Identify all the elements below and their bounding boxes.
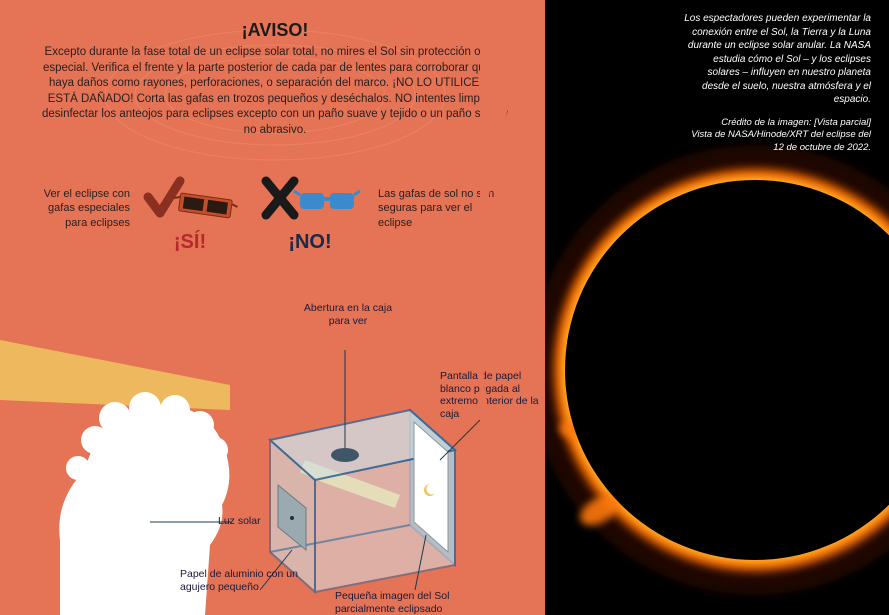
- label-aperture: Abertura en la caja para ver: [298, 302, 398, 327]
- pinhole-projector-diagram: Abertura en la caja para ver Pantalla de…: [0, 290, 545, 615]
- left-panel: ¡AVISO! Excepto durante la fase total de…: [0, 0, 545, 615]
- eclipse-glasses-caption: Ver el eclipse con gafas especiales para…: [30, 175, 130, 230]
- right-panel: Los espectadores pueden experimentar la …: [545, 0, 889, 615]
- sunglasses-icon: [260, 175, 360, 225]
- credit-line-1: Crédito de la imagen: [Vista parcial]: [681, 117, 871, 130]
- label-foil: Papel de aluminio con un agujero pequeño: [180, 568, 300, 593]
- no-label: ¡NO!: [288, 231, 331, 254]
- eclipse-glasses-yes: ¡SÍ!: [140, 175, 240, 254]
- image-credit: Crédito de la imagen: [Vista parcial] Vi…: [681, 117, 871, 155]
- label-projection: Pequeña imagen del Sol parcialmente ecli…: [335, 590, 485, 615]
- warning-block: ¡AVISO! Excepto durante la fase total de…: [40, 20, 510, 138]
- diagram-svg: [0, 290, 545, 615]
- eclipse-glasses-icon: [140, 175, 240, 225]
- projector-box: [270, 410, 455, 592]
- sunglasses-caption: Las gafas de sol no son seguras para ver…: [378, 175, 498, 230]
- glasses-comparison-row: Ver el eclipse con gafas especiales para…: [30, 175, 525, 254]
- sunglasses-no: ¡NO!: [260, 175, 360, 254]
- warning-title: ¡AVISO!: [40, 20, 510, 41]
- credit-line-2: Vista de NASA/Hinode/XRT del eclipse del…: [681, 129, 871, 155]
- label-sunlight: Luz solar: [218, 515, 278, 528]
- right-text-block: Los espectadores pueden experimentar la …: [681, 12, 871, 155]
- label-screen: Pantalla de papel blanco pegada al extre…: [440, 370, 540, 420]
- eclipse-blurb: Los espectadores pueden experimentar la …: [681, 12, 871, 107]
- warning-body: Excepto durante la fase total de un ecli…: [40, 45, 510, 138]
- yes-label: ¡SÍ!: [174, 231, 206, 254]
